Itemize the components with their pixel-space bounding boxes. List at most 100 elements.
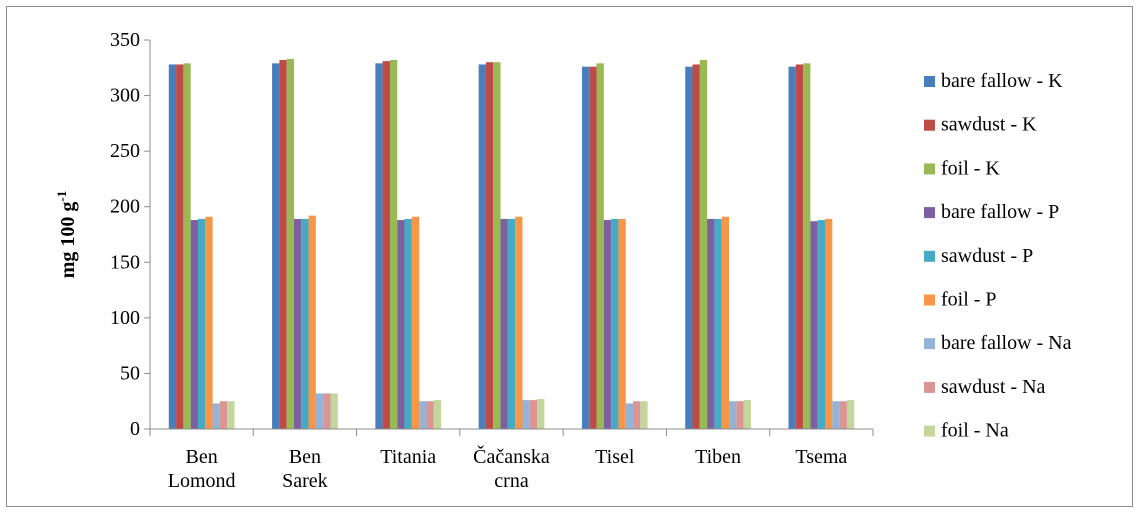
legend-label: foil - P: [941, 289, 997, 311]
bar: [411, 216, 420, 429]
legend-swatch: [924, 294, 935, 306]
bar: [603, 220, 612, 429]
bar: [219, 401, 228, 429]
legend-label: foil - K: [941, 157, 1000, 179]
x-tick-label: Tsema: [795, 446, 847, 468]
bar: [832, 401, 840, 429]
bar: [692, 64, 700, 429]
legend-label: sawdust - Na: [941, 376, 1046, 398]
legend: bare fallow - K sawdust - K foil - K bare f…: [924, 70, 1072, 442]
bar: [803, 63, 811, 430]
bar: [404, 218, 412, 429]
bar: [176, 64, 184, 429]
bar: [633, 401, 641, 429]
bar: [293, 218, 302, 429]
bar: [389, 60, 398, 429]
legend-swatch: [924, 119, 935, 131]
y-tick-label: 150: [110, 251, 140, 273]
legend-label: bare fallow - K: [941, 70, 1063, 92]
bar: [500, 218, 508, 429]
bar: [714, 218, 722, 429]
bars-group: [168, 58, 855, 430]
bar: [205, 216, 213, 429]
bar: [426, 401, 434, 429]
legend-swatch: [924, 250, 935, 262]
bar: [507, 218, 516, 429]
legend-swatch: [924, 425, 935, 437]
legend-label: bare fallow - Na: [941, 332, 1072, 354]
y-tick-label: 200: [110, 196, 140, 218]
bar: [183, 63, 191, 430]
y-tick-label: 0: [130, 418, 140, 440]
y-tick-label: 50: [120, 362, 140, 384]
bar: [721, 216, 730, 429]
bar: [707, 218, 715, 429]
bar: [330, 393, 338, 429]
bar: [397, 220, 405, 429]
bar: [625, 403, 634, 429]
bar: [190, 220, 198, 429]
y-tick-label: 300: [110, 85, 140, 107]
legend-swatch: [924, 338, 935, 350]
x-tick-label: Ben Lomond: [168, 446, 236, 492]
x-tick-label: Čačanska crna: [473, 444, 550, 492]
bar: [596, 63, 604, 430]
bar: [788, 66, 796, 430]
y-tick-label: 350: [110, 29, 140, 51]
bar: [699, 60, 708, 429]
x-tick-label: Tisel: [595, 446, 635, 468]
bar: [640, 401, 648, 429]
bar: [537, 398, 545, 429]
legend-label: sawdust - K: [941, 114, 1037, 136]
legend-swatch: [924, 381, 935, 393]
bar: [197, 218, 206, 429]
bar: [478, 64, 486, 429]
legend-label: foil - Na: [941, 420, 1009, 442]
legend-swatch: [924, 76, 935, 87]
bar: [323, 393, 331, 429]
x-tick-label: Titania: [380, 446, 436, 468]
bar: [433, 400, 442, 429]
legend-swatch: [924, 207, 935, 219]
bar: [168, 64, 177, 429]
bar: [529, 400, 538, 429]
bar: [729, 401, 737, 429]
bar: [419, 401, 427, 429]
y-tick-label: 250: [110, 140, 140, 162]
bar: [485, 62, 494, 429]
bar: [685, 66, 693, 430]
bar: [315, 393, 324, 429]
bar: [301, 218, 309, 429]
legend-swatch: [924, 163, 935, 175]
bar: [227, 401, 235, 429]
bar: [743, 400, 751, 429]
legend-label: sawdust - P: [941, 245, 1033, 267]
bar: [279, 60, 287, 429]
bar: [611, 218, 619, 429]
bar: [382, 61, 390, 430]
legend-label: bare fallow - P: [941, 201, 1059, 223]
x-tick-label: Ben Sarek: [282, 446, 328, 492]
bar: [515, 216, 523, 429]
bar: [817, 220, 826, 429]
bar: [825, 218, 833, 429]
bar: [846, 400, 855, 429]
bar: [493, 62, 501, 429]
bar: [736, 401, 744, 429]
bar: [522, 400, 530, 429]
bar: [308, 215, 316, 429]
bar: [581, 66, 590, 430]
bar: [375, 63, 383, 430]
axes-group: 0 50 100 150 200 250 300 350 Ben Lomond Ben Sarek Ti…: [54, 29, 874, 492]
x-tick-label: Tiben: [695, 446, 741, 468]
bar: [810, 221, 818, 429]
bar: [286, 58, 294, 429]
y-tick-label: 100: [110, 307, 140, 329]
bar: [618, 218, 626, 429]
bar: [589, 66, 597, 430]
bar: [212, 403, 220, 429]
bar: [795, 64, 804, 429]
bar: [839, 401, 847, 429]
bar: [272, 63, 280, 430]
